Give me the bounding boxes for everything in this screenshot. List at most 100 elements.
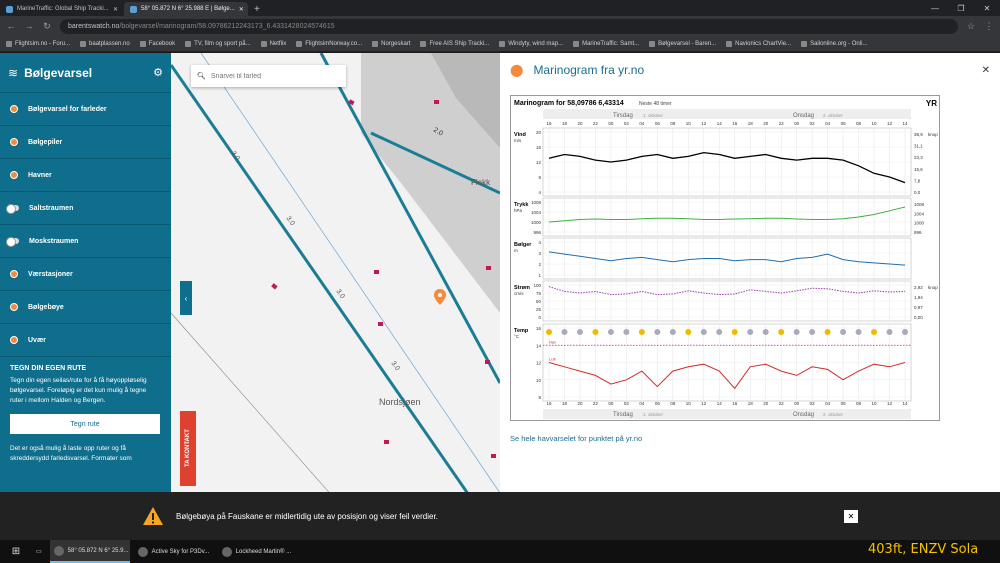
bookmark-item[interactable]: TV, film og sport på... [185,40,251,47]
hour-tick-label: 14 [902,401,908,406]
ship-icon[interactable] [348,99,355,106]
draw-route-button[interactable]: Tegn rute [10,414,160,434]
weather-symbol-icon [840,329,847,335]
ship-icon[interactable] [485,360,490,364]
bookmark-item[interactable]: baatplassen.no [80,40,130,47]
bookmark-icon [6,40,12,47]
bookmark-item[interactable]: Facebook [139,40,175,47]
bookmark-item[interactable]: Norgeskart [372,40,410,47]
sidebar-item[interactable]: Bølgebøye [0,291,171,324]
bookmark-icon [420,40,427,47]
search-box[interactable]: 🔍︎ [191,65,346,87]
bookmark-item[interactable]: FlightsimNorway.co... [296,40,362,47]
windows-start-icon[interactable]: ⊞ [11,546,21,557]
chrome-icon [53,545,64,556]
hour-tick-label: 06 [841,401,847,406]
close-icon[interactable]: ✕ [238,6,244,13]
hour-tick-label: 18 [562,121,568,126]
bookmark-item[interactable]: Sailonline.org - Onli... [801,40,867,47]
right-tick-label: 0,00 [914,315,923,320]
warning-icon [143,507,163,525]
url-field[interactable]: barentswatch.no/bolgevarsel/marinogram/5… [60,18,958,34]
gear-icon[interactable]: ⚙ [153,67,163,79]
layer-dot-icon[interactable] [10,105,18,113]
weather-symbol-icon [793,329,800,335]
bookmark-item[interactable]: Bølgevarsel - Baren... [649,40,716,47]
ship-icon[interactable] [378,322,383,326]
taskbar-app[interactable]: Active Sky for P3Dv... [134,540,214,563]
y-tick-label: 50 [536,299,542,304]
y-tick-label: 1008 [531,200,542,205]
browser-tab-active[interactable]: 58° 05.872 N 6° 25.988 E | Bølge... ✕ [124,2,248,16]
layer-dot-icon[interactable] [10,171,18,179]
close-window-icon[interactable]: ✕ [983,3,991,13]
collapse-sidebar-button[interactable]: ‹ [180,281,192,315]
layer-dot-icon[interactable] [10,303,18,311]
bookmark-item[interactable]: Windyty, wind map... [499,40,563,47]
sidebar-item[interactable]: Havner [0,159,171,192]
bookmark-item[interactable]: Free AIS Ship Tracki... [420,40,489,47]
minimize-icon[interactable]: — [931,3,939,13]
right-unit-label: knop [928,132,938,137]
weather-symbol-icon [638,329,645,335]
taskbar-app[interactable]: Lockheed Martin® ... [218,540,298,563]
contact-button[interactable]: TA KONTAKT [180,411,196,486]
sidebar-item[interactable]: Værstasjoner [0,258,171,291]
location-pin-icon[interactable] [434,289,446,305]
maximize-icon[interactable]: ❐ [957,3,965,13]
sidebar-item[interactable]: Uvær [0,324,171,357]
hour-tick-label: 08 [670,401,676,406]
day-date-label: 1. oktober [643,412,664,417]
close-icon[interactable]: ✕ [112,6,118,13]
browser-tab[interactable]: MarineTraffic: Global Ship Tracki... ✕ [0,2,124,16]
ship-icon[interactable] [491,454,496,458]
yr-forecast-link[interactable]: Se hele havvarselet for punktet på yr.no [510,434,643,443]
search-input[interactable] [210,72,340,80]
layer-dot-icon[interactable] [10,138,18,146]
weather-symbol-icon [871,329,878,335]
hour-tick-label: 00 [608,121,614,126]
ship-icon[interactable] [374,270,379,274]
close-alert-button[interactable]: ✕ [844,510,858,523]
activesky-icon [137,546,148,557]
reload-icon[interactable]: ↻ [43,20,51,31]
hour-tick-label: 02 [810,401,816,406]
map[interactable]: 3.0 3.0 3.0 3.0 2.0 Flekk Nordsjøen [171,53,500,540]
ship-icon[interactable] [271,283,278,290]
bookmark-item[interactable]: Netflix [260,40,286,47]
hour-tick-label: 22 [593,121,599,126]
y-tick-label: 14 [536,343,542,348]
hour-tick-label: 22 [593,401,599,406]
sidebar-item[interactable]: Bølgevarsel for farleder [0,93,171,126]
bookmark-item[interactable]: MarineTraffic: Samt... [573,40,639,47]
close-icon[interactable]: ✕ [981,64,990,76]
toggle-switch[interactable] [6,204,19,214]
y-tick-label: 1004 [531,210,542,215]
bookmark-icon [499,40,506,47]
layer-dot-icon[interactable] [10,270,18,278]
bookmark-item[interactable]: Flightsim.no - Foru... [6,40,70,47]
back-icon[interactable]: ← [6,21,16,31]
layer-dot-icon[interactable] [10,336,18,344]
weather-symbol-icon [607,329,614,335]
panel-unit: m/s [514,138,522,143]
hour-tick-label: 14 [902,121,908,126]
ship-icon[interactable] [434,100,439,104]
sidebar-item[interactable]: Saltstraumen [0,192,171,225]
ship-markers[interactable] [271,99,496,458]
sidebar-item[interactable]: Bølgepiler [0,126,171,159]
ship-icon[interactable] [486,266,491,270]
bookmark-item[interactable]: Navionics ChartVie... [726,40,791,47]
right-tick-label: 7,8 [914,178,921,183]
forward-icon[interactable]: → [24,21,34,31]
taskbar-app[interactable]: 58° 05.872 N 6° 25.9... [49,540,130,563]
alert-banner: Bølgebøya på Fauskane er midlertidig ute… [0,492,1000,540]
star-icon[interactable]: ☆ [966,20,976,31]
sidebar-item[interactable]: Moskstraumen [0,225,171,258]
map-canvas[interactable]: 3.0 3.0 3.0 3.0 2.0 Flekk Nordsjøen [171,53,500,540]
task-view-icon[interactable]: ▭ [36,549,42,555]
new-tab-button[interactable]: + [254,3,260,15]
ship-icon[interactable] [384,440,389,444]
toggle-switch[interactable] [6,237,19,247]
menu-icon[interactable]: ⋮ [984,20,994,31]
